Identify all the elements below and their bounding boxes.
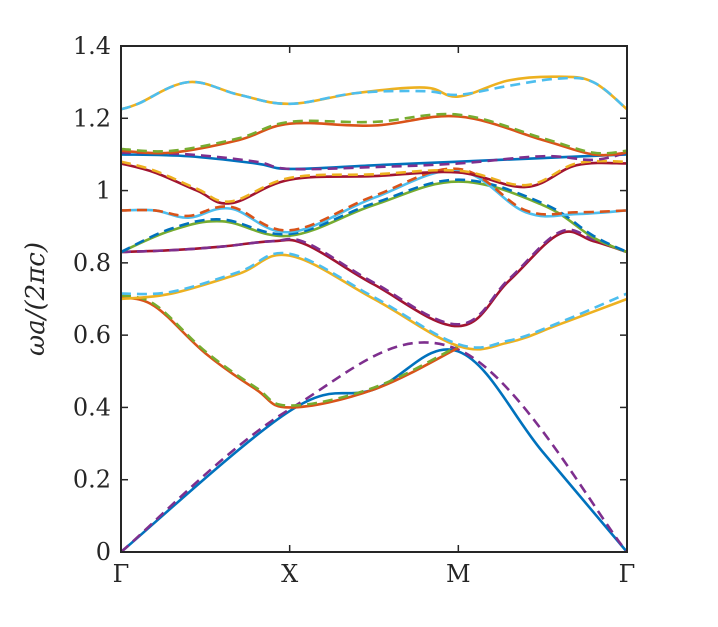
band-line-16-dashed [120,151,628,171]
band-line-18-dashed [120,112,628,155]
x-tick-label-1: X [281,560,298,588]
y-tick-label-2: 0.4 [73,393,111,421]
band-line-5-solid [120,253,628,351]
band-line-12-dashed [120,167,628,232]
y-tick-label-6: 1.2 [73,104,111,132]
band-line-3-solid [120,295,459,409]
x-tick-label-0: Γ [113,560,130,588]
band-line-2-dashed [120,341,628,553]
band-line-15-solid [120,153,628,171]
y-tick-label-3: 0.6 [73,321,111,349]
y-tick-label-4: 0.8 [73,249,111,277]
band-line-6-dashed [120,251,628,349]
ticks-layer: 0 0.2 0.4 0.6 0.8 1 1.2 1.4 Γ X M Γ [73,32,636,588]
y-axis-label: ωa/(2πc) [21,242,51,356]
series-layer [120,75,628,553]
x-tick-label-2: M [446,560,471,588]
band-line-20-dashed [120,76,628,111]
band-line-1-solid [120,348,628,553]
y-tick-label-0: 0 [96,538,111,566]
band-line-7-solid [120,230,628,328]
band-line-4-dashed [120,294,459,407]
y-tick-label-5: 1 [96,177,111,205]
band-line-17-solid [120,114,628,157]
plot-area-frame [120,45,628,553]
band-line-14-dashed [120,159,628,203]
band-line-13-solid [120,161,628,205]
x-tick-label-3: Γ [619,560,636,588]
band-line-10-dashed [120,178,628,254]
y-tick-label-1: 0.2 [73,466,111,494]
y-tick-label-7: 1.4 [73,32,111,60]
band-line-9-solid [120,180,628,254]
